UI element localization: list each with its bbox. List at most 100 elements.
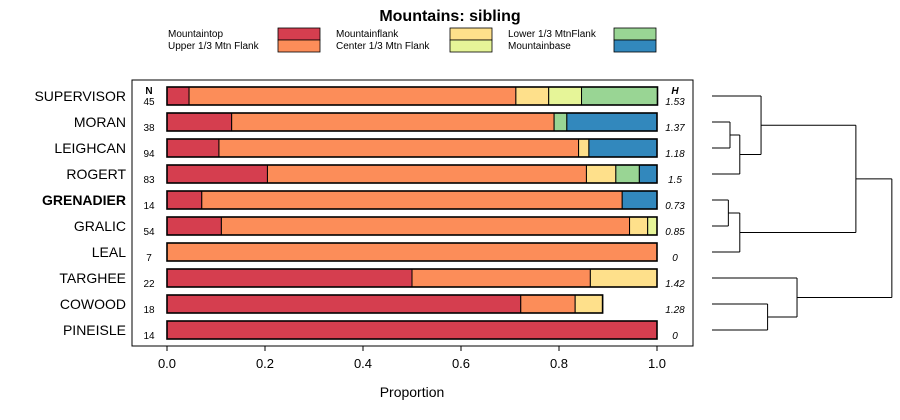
h-value: 0.73 xyxy=(665,201,685,212)
bar-segment-mountainbase xyxy=(566,112,658,132)
category-label: MORAN xyxy=(74,114,126,130)
bar-rows: SUPERVISOR 45 1.53 MORAN 38 1.37 LEIGHCAN 94 1.1… xyxy=(34,86,685,342)
category-label: SUPERVISOR xyxy=(34,88,126,104)
bar-segment-upper-1-3-mtn-flank xyxy=(166,242,658,262)
h-value: 1.37 xyxy=(665,123,685,134)
category-label: GRALIC xyxy=(74,218,126,234)
n-value: 18 xyxy=(143,305,155,316)
category-label: COWOOD xyxy=(60,296,126,312)
bar-outline xyxy=(166,138,658,158)
n-value: 54 xyxy=(143,227,155,238)
bar-row-leal: LEAL 7 0 xyxy=(92,242,678,264)
bar-row-moran: MORAN 38 1.37 xyxy=(74,112,685,134)
bar-row-leighcan: LEIGHCAN 94 1.18 xyxy=(54,138,685,160)
category-label: ROGERT xyxy=(66,166,126,182)
bar-row-rogert: ROGERT 83 1.5 xyxy=(66,164,682,186)
x-tick-label: 0.2 xyxy=(256,356,274,371)
x-tick-label: 0.8 xyxy=(550,356,568,371)
x-axis-label: Proportion xyxy=(380,384,445,400)
bar-segment-mountainflank xyxy=(515,86,550,106)
bar-segment-lower-1-3-mtnflank xyxy=(581,86,658,106)
legend-label-mountaintop: Mountaintop xyxy=(168,29,223,40)
category-label: PINEISLE xyxy=(63,322,126,338)
legend-swatch-upper-1-3-mtn-flank xyxy=(277,39,321,53)
legend-label-center-1-3-mtn-flank: Center 1/3 Mtn Flank xyxy=(336,41,430,52)
bar-segment-mountainflank xyxy=(629,216,649,236)
bar-row-cowood: COWOOD 18 1.28 xyxy=(60,294,685,316)
h-value: 1.18 xyxy=(665,149,685,160)
h-value: 0.85 xyxy=(665,227,685,238)
bar-segment-mountaintop xyxy=(166,320,658,340)
legend-swatch-center-1-3-mtn-flank xyxy=(449,39,493,53)
bar-row-pineisle: PINEISLE 14 0 xyxy=(63,320,678,342)
bar-outline xyxy=(166,320,658,340)
bar-segment-mountaintop xyxy=(166,268,413,288)
legend-swatch-mountaintop xyxy=(277,27,321,41)
h-value: 0 xyxy=(672,331,678,342)
bar-segment-upper-1-3-mtn-flank xyxy=(218,138,580,158)
n-value: 7 xyxy=(146,253,152,264)
h-value: 1.28 xyxy=(665,305,685,316)
legend-swatch-mountainbase xyxy=(613,39,657,53)
legend-label-upper-1-3-mtn-flank: Upper 1/3 Mtn Flank xyxy=(168,41,260,52)
h-value: 1.5 xyxy=(668,175,682,186)
bar-segment-mountainflank xyxy=(574,294,604,314)
bar-outline xyxy=(166,294,604,314)
bar-segment-mountainflank xyxy=(585,164,617,184)
n-column-header: N xyxy=(145,86,152,97)
bar-segment-mountaintop xyxy=(166,164,268,184)
h-column-header: H xyxy=(671,86,679,97)
h-value: 0 xyxy=(672,253,678,264)
n-value: 14 xyxy=(143,331,155,342)
bar-segment-upper-1-3-mtn-flank xyxy=(188,86,517,106)
bar-segment-upper-1-3-mtn-flank xyxy=(266,164,587,184)
n-value: 94 xyxy=(143,149,155,160)
bar-segment-mountainflank xyxy=(589,268,658,288)
bar-segment-upper-1-3-mtn-flank xyxy=(231,112,555,132)
bar-segment-upper-1-3-mtn-flank xyxy=(220,216,631,236)
bar-segment-upper-1-3-mtn-flank xyxy=(411,268,591,288)
bar-segment-upper-1-3-mtn-flank xyxy=(520,294,576,314)
bar-segment-lower-1-3-mtnflank xyxy=(553,112,568,132)
n-value: 45 xyxy=(143,97,155,108)
h-value: 1.42 xyxy=(665,279,685,290)
bar-segment-mountaintop xyxy=(166,112,233,132)
bar-row-gralic: GRALIC 54 0.85 xyxy=(74,216,685,238)
bar-row-supervisor: SUPERVISOR 45 1.53 xyxy=(34,86,685,108)
bar-outline xyxy=(166,216,658,236)
n-value: 38 xyxy=(143,123,155,134)
h-value: 1.53 xyxy=(665,97,685,108)
bar-segment-mountainbase xyxy=(621,190,658,210)
bar-segment-mountaintop xyxy=(166,216,222,236)
bar-row-grenadier: GRENADIER 14 0.73 xyxy=(42,190,685,212)
x-axis: 0.0 0.2 0.4 0.6 0.8 1.0 xyxy=(158,346,666,371)
plot-frame xyxy=(131,79,694,347)
bar-row-targhee: TARGHEE 22 1.42 xyxy=(59,268,685,290)
x-tick-label: 0.4 xyxy=(354,356,372,371)
bar-outline xyxy=(166,268,658,288)
bar-segment-mountainbase xyxy=(588,138,658,158)
x-tick-label: 0.6 xyxy=(452,356,470,371)
bar-segment-mountaintop xyxy=(166,294,522,314)
n-value: 22 xyxy=(143,279,155,290)
legend-label-mountainbase: Mountainbase xyxy=(508,41,571,52)
bar-outline xyxy=(166,164,658,184)
bar-segment-center-1-3-mtn-flank xyxy=(548,86,583,106)
category-label: LEIGHCAN xyxy=(54,140,126,156)
x-tick-label: 1.0 xyxy=(648,356,666,371)
bar-outline xyxy=(166,242,658,262)
category-label: LEAL xyxy=(92,244,126,260)
dendrogram xyxy=(712,95,893,331)
bar-outline xyxy=(166,190,658,210)
x-tick-label: 0.0 xyxy=(158,356,176,371)
legend-label-lower-1-3-mtnflank: Lower 1/3 MtnFlank xyxy=(508,29,597,40)
bar-segment-center-1-3-mtn-flank xyxy=(647,216,658,236)
category-label: GRENADIER xyxy=(42,192,126,208)
legend-label-mountainflank: Mountainflank xyxy=(336,29,399,40)
bar-segment-mountaintop xyxy=(166,190,203,210)
legend-swatch-lower-1-3-mtnflank xyxy=(613,27,657,41)
bar-outline xyxy=(166,86,659,106)
bar-segment-mountainflank xyxy=(578,138,590,158)
